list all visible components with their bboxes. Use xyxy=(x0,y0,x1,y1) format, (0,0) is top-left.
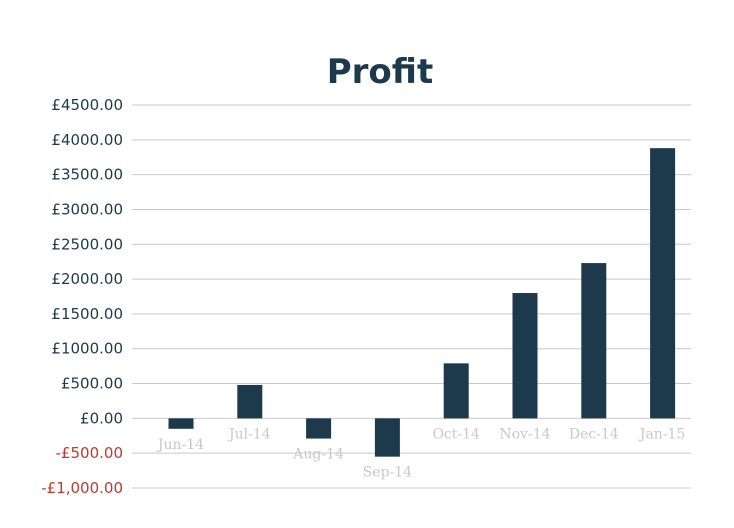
x-tick-label: Aug-14 xyxy=(292,447,344,463)
x-axis-tick-labels: Jun-14 Jul-14 Aug-14 Sep-14 Oct-14 Nov-14 Dec-… xyxy=(156,426,685,480)
bar xyxy=(650,148,676,419)
y-axis-tick-labels: £4500.00 £4000.00 £3500.00 £3000.00 £2500.00… xyxy=(41,96,123,497)
y-tick-label: £4500.00 xyxy=(51,96,123,114)
y-tick-label: -£1,000.00 xyxy=(41,479,123,497)
y-tick-label: £2000.00 xyxy=(51,270,123,288)
bar xyxy=(443,363,469,419)
bar xyxy=(237,384,263,419)
x-tick-label: Dec-14 xyxy=(569,426,619,442)
y-tick-label: £3500.00 xyxy=(51,166,123,184)
bar xyxy=(512,293,538,419)
y-tick-label: -£500.00 xyxy=(56,444,123,462)
chart-title: Profit xyxy=(327,52,434,92)
y-tick-label: £3000.00 xyxy=(51,200,123,218)
y-tick-label: £2500.00 xyxy=(51,235,123,253)
x-tick-label: Sep-14 xyxy=(363,465,412,481)
x-tick-label: Oct-14 xyxy=(432,426,480,442)
bar xyxy=(581,263,607,419)
y-tick-label: £500.00 xyxy=(61,375,123,393)
bar xyxy=(168,418,194,429)
x-tick-label: Nov-14 xyxy=(499,426,550,442)
bars xyxy=(168,148,676,457)
bar xyxy=(306,418,332,439)
y-tick-label: £1500.00 xyxy=(51,305,123,323)
y-tick-label: £1000.00 xyxy=(51,340,123,358)
x-tick-label: Jun-14 xyxy=(156,437,204,453)
x-tick-label: Jul-14 xyxy=(227,426,271,442)
x-tick-label: Jan-15 xyxy=(638,426,686,442)
y-tick-label: £4000.00 xyxy=(51,131,123,149)
bar xyxy=(374,418,400,457)
y-tick-label: £0.00 xyxy=(80,409,123,427)
